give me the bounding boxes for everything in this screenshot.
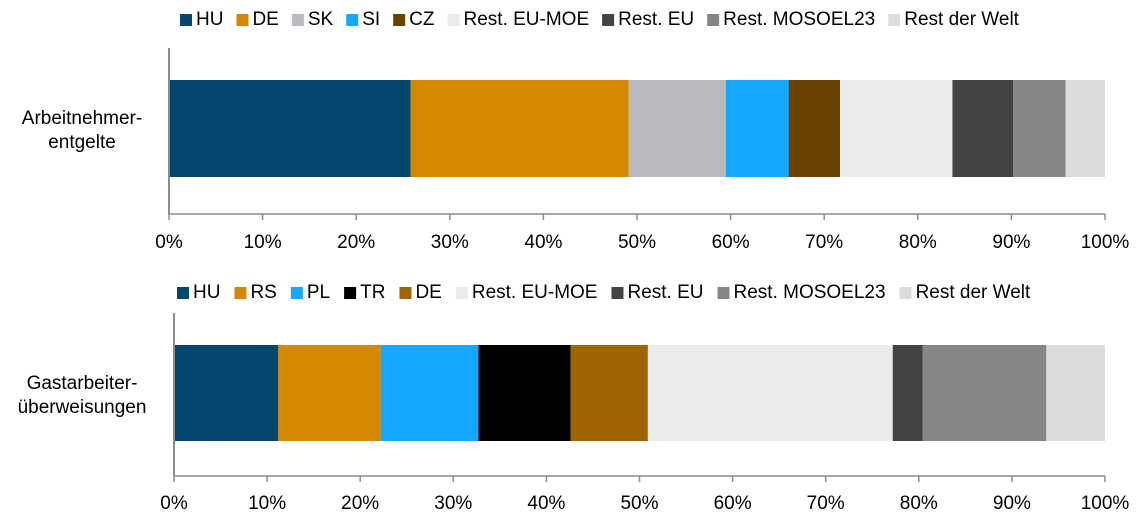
legend-swatch-1-7 bbox=[717, 287, 730, 299]
legend-swatch-0-0 bbox=[180, 14, 192, 26]
legend-swatch-1-4 bbox=[399, 287, 412, 299]
legend-label-1-1: RS bbox=[250, 282, 276, 303]
bar-segment-0-8 bbox=[1065, 80, 1105, 177]
legend-swatch-1-8 bbox=[899, 287, 912, 299]
legend-label-1-6: Rest. EU bbox=[627, 282, 703, 303]
bar-segment-0-5 bbox=[840, 80, 953, 177]
x-tick-label-1-7: 70% bbox=[807, 493, 845, 512]
legend-label-0-4: CZ bbox=[409, 9, 435, 30]
x-tick-label-1-6: 60% bbox=[714, 493, 752, 512]
bar-segment-1-1 bbox=[278, 345, 381, 441]
bar-segment-1-5 bbox=[647, 345, 893, 441]
x-tick-label-0-4: 40% bbox=[524, 232, 562, 253]
category-label-line2-1: überweisungen bbox=[18, 397, 147, 418]
category-label-line1-0: Arbeitnehmer- bbox=[22, 108, 142, 129]
bar-segment-0-1 bbox=[410, 80, 629, 177]
legend-swatch-0-4 bbox=[393, 14, 406, 26]
legend-label-0-0: HU bbox=[196, 9, 223, 30]
legend-swatch-0-3 bbox=[346, 14, 359, 26]
legend-label-0-5: Rest. EU-MOE bbox=[464, 9, 590, 30]
bar-segment-0-0 bbox=[169, 80, 411, 177]
x-tick-label-0-0: 0% bbox=[155, 232, 183, 253]
legend-label-1-3: TR bbox=[360, 282, 385, 303]
x-tick-label-0-7: 70% bbox=[805, 232, 843, 253]
legend-swatch-0-6 bbox=[602, 14, 615, 26]
bar-segment-1-7 bbox=[922, 345, 1047, 441]
legend-label-1-5: Rest. EU-MOE bbox=[472, 282, 598, 303]
legend-label-1-2: PL bbox=[307, 282, 330, 303]
bar-segment-1-8 bbox=[1046, 345, 1105, 441]
bar-segment-1-0 bbox=[174, 345, 279, 441]
x-tick-label-1-5: 50% bbox=[620, 493, 658, 512]
x-tick-label-1-9: 90% bbox=[993, 493, 1031, 512]
x-tick-label-0-8: 80% bbox=[899, 232, 937, 253]
category-label-line2-0: entgelte bbox=[48, 132, 116, 153]
legend-label-0-6: Rest. EU bbox=[618, 9, 694, 30]
legend-label-1-0: HU bbox=[193, 282, 220, 303]
legend-label-1-8: Rest der Welt bbox=[916, 282, 1031, 303]
legend-swatch-0-7 bbox=[707, 14, 720, 26]
x-tick-label-1-8: 80% bbox=[900, 493, 938, 512]
legend-swatch-1-0 bbox=[177, 287, 189, 299]
x-tick-label-1-10: 100% bbox=[1081, 493, 1130, 512]
bar-segment-0-6 bbox=[952, 80, 1014, 177]
x-tick-label-0-9: 90% bbox=[992, 232, 1030, 253]
legend-swatch-1-3 bbox=[344, 287, 357, 299]
category-label-line1-1: Gastarbeiter- bbox=[27, 373, 138, 394]
legend-label-0-8: Rest der Welt bbox=[904, 9, 1019, 30]
legend-swatch-0-1 bbox=[236, 14, 249, 26]
legend-label-0-3: SI bbox=[362, 9, 380, 30]
legend-swatch-0-2 bbox=[291, 14, 304, 26]
legend-label-0-2: SK bbox=[308, 9, 334, 30]
legend-label-1-4: DE bbox=[415, 282, 441, 303]
legend-swatch-1-1 bbox=[234, 287, 247, 299]
x-tick-label-0-6: 60% bbox=[712, 232, 750, 253]
bar-segment-1-3 bbox=[478, 345, 571, 441]
legend-swatch-1-6 bbox=[611, 287, 624, 299]
bar-segment-1-4 bbox=[570, 345, 648, 441]
x-tick-label-0-10: 100% bbox=[1081, 232, 1130, 253]
bar-segment-1-6 bbox=[892, 345, 923, 441]
x-tick-label-0-1: 10% bbox=[244, 232, 282, 253]
legend-swatch-0-5 bbox=[447, 14, 460, 26]
x-tick-label-0-2: 20% bbox=[337, 232, 375, 253]
legend-swatch-0-8 bbox=[888, 14, 901, 26]
legend-label-0-1: DE bbox=[252, 9, 278, 30]
legend-label-1-7: Rest. MOSOEL23 bbox=[734, 282, 886, 303]
bar-segment-0-3 bbox=[725, 80, 789, 177]
x-tick-label-0-5: 50% bbox=[618, 232, 656, 253]
legend-swatch-1-5 bbox=[455, 287, 468, 299]
bar-segment-0-2 bbox=[628, 80, 726, 177]
x-tick-label-0-3: 30% bbox=[431, 232, 469, 253]
x-tick-label-1-1: 10% bbox=[248, 493, 286, 512]
x-tick-label-1-3: 30% bbox=[434, 493, 472, 512]
bar-segment-0-4 bbox=[788, 80, 841, 177]
x-tick-label-1-4: 40% bbox=[527, 493, 565, 512]
legend-label-0-7: Rest. MOSOEL23 bbox=[723, 9, 875, 30]
bar-segment-0-7 bbox=[1013, 80, 1066, 177]
x-tick-label-1-2: 20% bbox=[341, 493, 379, 512]
x-tick-label-1-0: 0% bbox=[160, 493, 188, 512]
legend-swatch-1-2 bbox=[290, 287, 303, 299]
bar-segment-1-2 bbox=[380, 345, 479, 441]
